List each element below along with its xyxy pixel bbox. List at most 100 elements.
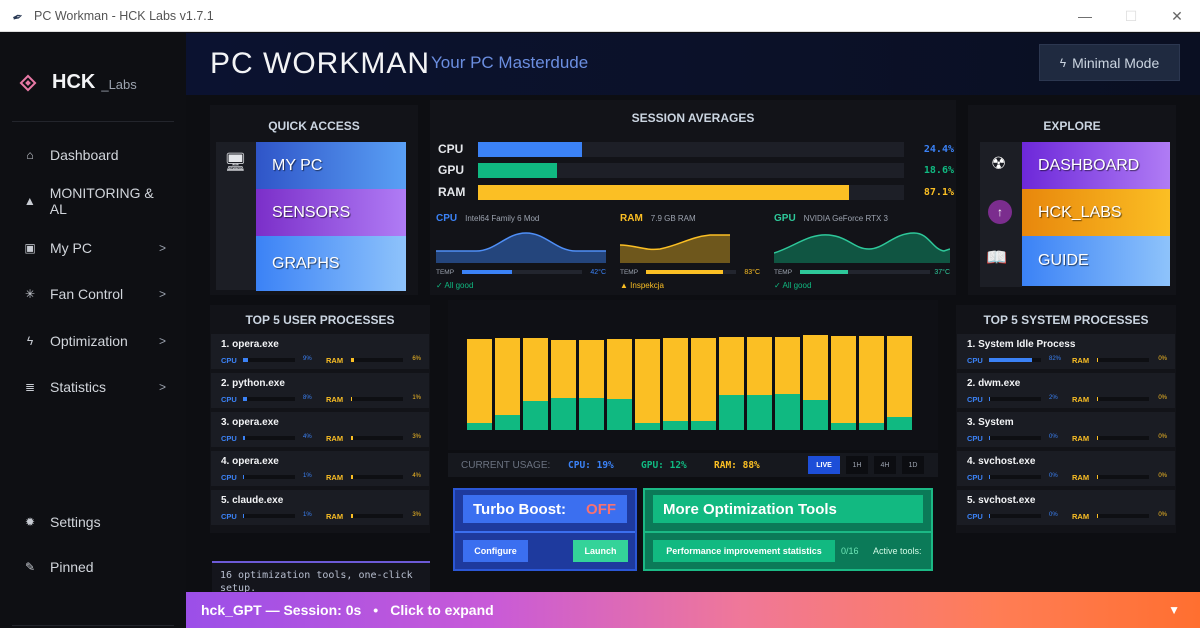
explore-icon-column: ☢ ↑ 📖 (980, 142, 1022, 287)
gpu-device-name: NVIDIA GeForce RTX 3 (803, 214, 888, 223)
process-row[interactable]: 2. python.exe CPU 8% RAM 1% (211, 373, 429, 410)
sidebar-item-label: Settings (50, 514, 101, 530)
session-averages-heading: SESSION AVERAGES (631, 111, 755, 125)
process-row[interactable]: 3. opera.exe CPU 4% RAM 3% (211, 412, 429, 449)
quick-access-my-pc[interactable]: MY PC (256, 142, 406, 189)
sidebar-item-label: MONITORING & AL (49, 185, 154, 217)
range-4h-button[interactable]: 4H (874, 456, 896, 474)
sidebar-item-fan-control[interactable]: ✳ Fan Control > (22, 282, 172, 306)
ram-label: RAM (326, 512, 344, 521)
sidebar-item-my-pc[interactable]: ▣ My PC > (22, 236, 172, 260)
process-name: 3. System (967, 417, 1014, 428)
process-row[interactable]: 1. System Idle Process CPU 82% RAM 0% (957, 334, 1175, 371)
home-icon: ⌂ (26, 148, 34, 162)
cpu-mini-monitor: CPU Intel64 Family 6 Mod TEMP 42°C ✓ All … (436, 213, 606, 295)
process-name: 2. python.exe (221, 378, 285, 389)
process-row[interactable]: 2. dwm.exe CPU 2% RAM 0% (957, 373, 1175, 410)
process-name: 4. svchost.exe (967, 456, 1036, 467)
active-tools-count: 0/16 (841, 546, 859, 556)
sidebar-item-optimization[interactable]: ϟ Optimization > (22, 329, 172, 353)
process-row[interactable]: 1. opera.exe CPU 9% RAM 6% (211, 334, 429, 371)
current-usage-label: CURRENT USAGE: (461, 459, 551, 471)
process-ram-value: 0% (1158, 356, 1167, 362)
close-button[interactable]: ✕ (1171, 7, 1183, 24)
gpu-mini-label: GPU (774, 213, 796, 224)
more-optimization-tools-button[interactable]: More Optimization Tools (653, 495, 923, 523)
explore-heading: EXPLORE (1043, 119, 1101, 133)
sidebar-item-monitoring[interactable]: ▲ MONITORING & AL (22, 185, 172, 217)
usage-bar (466, 339, 492, 430)
expand-arrow-icon[interactable]: ▼ (1168, 603, 1180, 617)
session-cpu-value: 24.4% (923, 143, 954, 155)
ram-label: RAM (1072, 434, 1090, 443)
process-row[interactable]: 3. System CPU 0% RAM 0% (957, 412, 1175, 449)
hck-gpt-bar[interactable]: hck_GPT — Session: 0s • Click to expand … (186, 592, 1200, 628)
process-cpu-bar (989, 436, 1041, 440)
process-ram-value: 3% (412, 434, 421, 440)
ram-device-name: 7.9 GB RAM (650, 214, 696, 223)
usage-bar (830, 336, 856, 430)
explore-panel: EXPLORE ☢ ↑ 📖 DASHBOARD HCK_LABS GUIDE (968, 105, 1176, 295)
ram-label: RAM (326, 473, 344, 482)
chevron-right-icon: > (158, 287, 166, 301)
sidebar-item-settings[interactable]: ✹ Settings (22, 510, 172, 534)
gpu-sparkline (774, 232, 950, 263)
process-name: 1. System Idle Process (967, 339, 1076, 350)
hck-gpt-expand-label: Click to expand (390, 602, 494, 618)
list-icon: ≣ (24, 380, 36, 394)
configure-button[interactable]: Configure (463, 540, 528, 562)
ram-mini-monitor: RAM 7.9 GB RAM TEMP 83°C ▲ Inspekcja (620, 213, 790, 295)
cpu-temp-label: TEMP (436, 268, 455, 276)
explore-dashboard[interactable]: DASHBOARD (1022, 142, 1170, 189)
range-live-button[interactable]: LIVE (808, 456, 840, 474)
usage-bar (606, 339, 632, 430)
quick-access-sensors[interactable]: SENSORS (256, 189, 406, 236)
ram-temp-bar (646, 270, 736, 274)
explore-hck-labs[interactable]: HCK_LABS (1022, 189, 1170, 236)
sidebar-item-pinned[interactable]: ✎ Pinned (22, 555, 172, 579)
quick-access-heading: QUICK ACCESS (268, 119, 360, 133)
chevron-right-icon: > (158, 334, 166, 348)
sidebar: HCK _Labs ⌂ Dashboard ▲ MONITORING & AL … (0, 33, 186, 628)
sidebar-item-label: Dashboard (50, 147, 119, 163)
process-row[interactable]: 5. svchost.exe CPU 0% RAM 0% (957, 490, 1175, 527)
process-ram-value: 0% (1158, 512, 1167, 518)
sidebar-item-statistics[interactable]: ≣ Statistics > (22, 375, 172, 399)
cpu-label: CPU (967, 434, 983, 443)
process-row[interactable]: 5. claude.exe CPU 1% RAM 3% (211, 490, 429, 527)
process-row[interactable]: 4. svchost.exe CPU 0% RAM 0% (957, 451, 1175, 488)
turbo-boost-toggle[interactable]: Turbo Boost: OFF (463, 495, 627, 523)
process-cpu-bar (989, 358, 1041, 362)
cpu-label: CPU (967, 356, 983, 365)
process-ram-value: 0% (1158, 434, 1167, 440)
process-ram-value: 3% (412, 512, 421, 518)
ram-label: RAM (1072, 356, 1090, 365)
quick-access-icon-column: 🖥 (216, 142, 256, 290)
process-cpu-bar (243, 436, 295, 440)
launch-button[interactable]: Launch (573, 540, 628, 562)
process-ram-bar (1097, 514, 1149, 518)
process-cpu-value: 1% (303, 512, 312, 518)
cpu-device-name: Intel64 Family 6 Mod (465, 214, 540, 223)
process-cpu-bar (243, 358, 295, 362)
explore-guide[interactable]: GUIDE (1022, 236, 1170, 286)
maximize-button[interactable]: ☐ (1124, 7, 1138, 24)
performance-stats-button[interactable]: Performance improvement statistics (653, 540, 835, 562)
usage-bar (578, 340, 604, 430)
ram-label: RAM (1072, 473, 1090, 482)
current-usage-bar: CURRENT USAGE: CPU: 19% GPU: 12% RAM: 88… (448, 453, 938, 477)
current-gpu: GPU: 12% (641, 459, 687, 471)
process-ram-value: 4% (412, 473, 421, 479)
process-name: 2. dwm.exe (967, 378, 1021, 389)
minimal-mode-button[interactable]: ϟ Minimal Mode (1039, 44, 1180, 81)
range-1h-button[interactable]: 1H (846, 456, 868, 474)
turbo-boost-state: OFF (586, 500, 617, 518)
process-row[interactable]: 4. opera.exe CPU 1% RAM 4% (211, 451, 429, 488)
range-1d-button[interactable]: 1D (902, 456, 924, 474)
minimize-button[interactable]: — (1078, 8, 1092, 24)
sidebar-item-dashboard[interactable]: ⌂ Dashboard (22, 143, 172, 167)
process-cpu-bar (243, 514, 295, 518)
quick-access-graphs[interactable]: GRAPHS (256, 236, 406, 291)
usage-bar (662, 338, 688, 430)
chevron-right-icon: > (158, 380, 166, 394)
